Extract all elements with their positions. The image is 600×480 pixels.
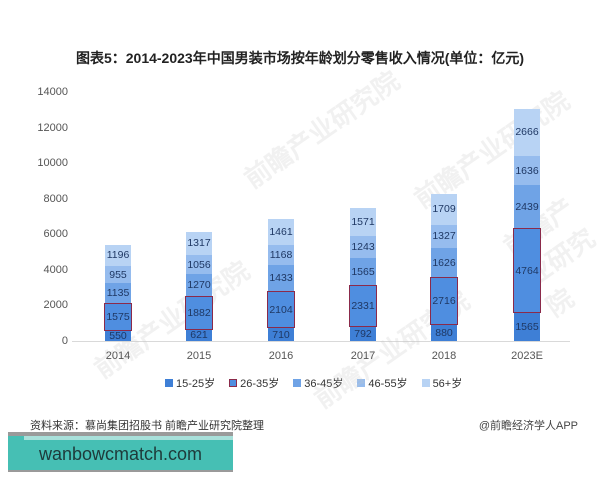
watermark: 前瞻产业研究院 [498, 192, 600, 323]
x-tick-label: 2023E [511, 350, 543, 362]
bar-segment: 2716 [430, 277, 458, 326]
bar-segment: 1270 [186, 273, 212, 297]
x-tick-label: 2016 [268, 350, 294, 362]
bar-segment: 1433 [268, 265, 294, 291]
bar-segment: 2104 [267, 290, 295, 329]
bar-segment: 621 [186, 329, 212, 341]
y-tick-label: 0 [61, 335, 68, 347]
bar-segment: 1317 [186, 231, 212, 256]
legend-label: 36-45岁 [304, 378, 344, 390]
bar-segment: 1709 [431, 194, 457, 225]
y-tick-label: 12000 [37, 121, 68, 134]
bar-segment: 1243 [350, 235, 376, 258]
legend-item: 36-45岁 [293, 375, 343, 391]
x-tick-label: 2014 [105, 350, 131, 362]
source-note: 资料来源：慕尚集团招股书 前瞻产业研究院整理 [30, 420, 265, 432]
y-tick-label: 6000 [43, 228, 68, 241]
bar-segment: 1056 [186, 255, 212, 274]
bar-segment: 550 [105, 330, 131, 342]
credit-text: @前瞻经济学人APP [478, 420, 578, 432]
y-tick-label: 4000 [43, 263, 68, 276]
bar-segment: 1168 [268, 244, 294, 266]
legend-item: 15-25岁 [165, 375, 215, 391]
bar-segment: 955 [105, 266, 131, 284]
bar-segment: 2439 [514, 185, 540, 229]
bar-segment: 1135 [105, 283, 131, 304]
legend-swatch-icon [293, 379, 302, 387]
bar-segment: 4764 [513, 228, 541, 314]
legend-label: 26-35岁 [240, 378, 280, 390]
y-tick-label: 10000 [37, 157, 68, 170]
legend-label: 15-25岁 [176, 378, 216, 390]
legend-swatch-icon [421, 379, 430, 387]
y-tick-label: 8000 [43, 192, 68, 205]
bar-segment: 1882 [185, 296, 213, 330]
x-tick-label: 2018 [431, 350, 457, 362]
bar-segment: 1626 [431, 248, 457, 278]
bar-segment: 1327 [431, 224, 457, 249]
legend-item: 26-35岁 [229, 375, 279, 391]
bar-segment: 1196 [105, 244, 131, 267]
legend: 15-25岁 26-35岁 36-45岁 46-55岁 56+岁 [165, 375, 462, 391]
bar-segment: 1571 [350, 207, 376, 236]
x-tick-label: 2015 [186, 350, 212, 362]
legend-swatch-icon [229, 379, 238, 387]
bar-segment: 2666 [514, 108, 540, 156]
bar-segment: 1575 [104, 303, 132, 332]
watermark: 前瞻产业研究院 [238, 65, 406, 195]
site-banner[interactable]: wanbowcmatch.com [8, 432, 233, 472]
x-tick-label: 2017 [350, 350, 376, 362]
bar-segment: 1565 [350, 257, 376, 286]
legend-label: 56+岁 [432, 378, 463, 390]
bar-segment: 710 [268, 328, 294, 341]
legend-label: 46-55岁 [368, 378, 408, 390]
chart-title: 图表5：2014-2023年中国男装市场按年龄划分零售收入情况(单位：亿元) [75, 50, 525, 66]
bar-segment: 880 [431, 325, 457, 341]
legend-swatch-icon [357, 379, 366, 387]
bar-segment: 792 [350, 326, 376, 341]
banner-text[interactable]: wanbowcmatch.com [38, 444, 203, 464]
legend-item: 46-55岁 [357, 375, 408, 391]
bar-segment: 1636 [514, 155, 540, 186]
banner-body: wanbowcmatch.com [8, 436, 233, 470]
x-axis-line [72, 341, 570, 342]
y-tick-label: 2000 [43, 299, 68, 312]
y-tick-label: 14000 [37, 86, 68, 98]
legend-item: 56+岁 [421, 375, 463, 391]
bar-segment: 1565 [514, 313, 540, 341]
bar-segment: 1461 [268, 218, 294, 245]
bar-segment: 2331 [349, 285, 377, 327]
legend-swatch-icon [165, 379, 173, 387]
